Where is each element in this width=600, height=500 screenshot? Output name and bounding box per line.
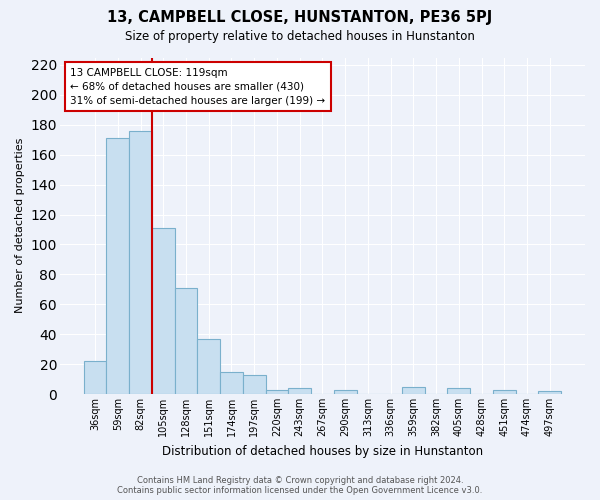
Text: 13, CAMPBELL CLOSE, HUNSTANTON, PE36 5PJ: 13, CAMPBELL CLOSE, HUNSTANTON, PE36 5PJ	[107, 10, 493, 25]
Bar	[197, 338, 220, 394]
Text: Contains HM Land Registry data © Crown copyright and database right 2024.
Contai: Contains HM Land Registry data © Crown c…	[118, 476, 482, 495]
Bar	[152, 228, 175, 394]
Bar	[334, 390, 356, 394]
Text: Size of property relative to detached houses in Hunstanton: Size of property relative to detached ho…	[125, 30, 475, 43]
Bar	[129, 131, 152, 394]
Bar	[493, 390, 515, 394]
X-axis label: Distribution of detached houses by size in Hunstanton: Distribution of detached houses by size …	[162, 444, 483, 458]
Bar	[402, 386, 425, 394]
Bar	[84, 361, 106, 394]
Bar	[220, 372, 243, 394]
Bar	[175, 288, 197, 394]
Bar	[289, 388, 311, 394]
Bar	[243, 374, 266, 394]
Bar	[538, 391, 561, 394]
Text: 13 CAMPBELL CLOSE: 119sqm
← 68% of detached houses are smaller (430)
31% of semi: 13 CAMPBELL CLOSE: 119sqm ← 68% of detac…	[70, 68, 325, 106]
Bar	[448, 388, 470, 394]
Bar	[266, 390, 289, 394]
Bar	[106, 138, 129, 394]
Y-axis label: Number of detached properties: Number of detached properties	[15, 138, 25, 314]
